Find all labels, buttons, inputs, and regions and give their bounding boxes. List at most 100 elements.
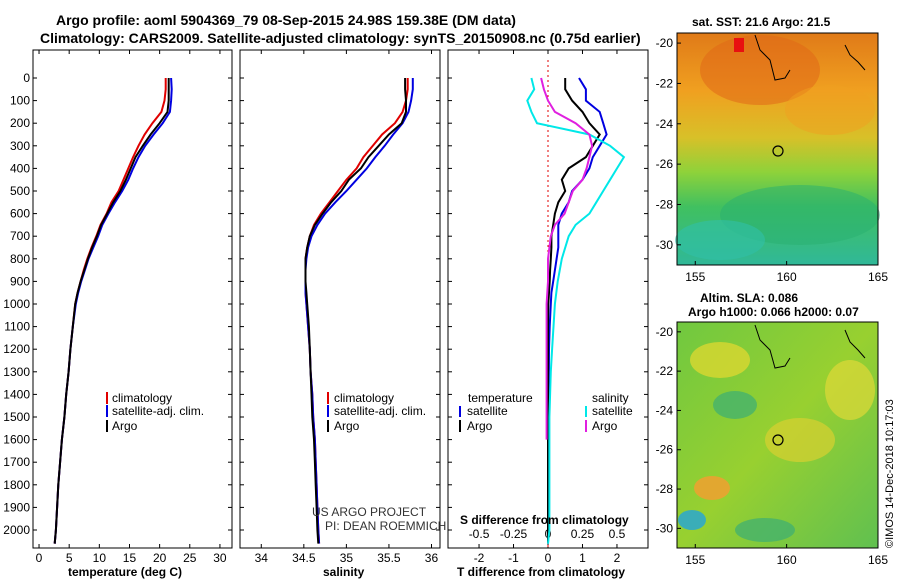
sst-cool-patch bbox=[720, 185, 880, 245]
depth-tick-label: 1200 bbox=[3, 342, 30, 356]
depth-tick-label: 1500 bbox=[3, 410, 30, 424]
map-x-tick-label: 155 bbox=[685, 270, 705, 284]
depth-tick-label: 1600 bbox=[3, 433, 30, 447]
s-diff-tick-label: -0.5 bbox=[469, 527, 490, 541]
legend-label-argo: Argo bbox=[112, 419, 138, 433]
series-line-satellite-adj-clim- bbox=[304, 78, 414, 544]
x-tick-label: 35 bbox=[340, 551, 354, 565]
s-diff-tick-label: 0.25 bbox=[571, 527, 595, 541]
legend-title-temperature: temperature bbox=[468, 391, 533, 405]
temperature-panel-frame bbox=[32, 49, 233, 549]
x-tick-label: 30 bbox=[213, 551, 227, 565]
legend-label-climatology: climatology bbox=[112, 391, 172, 405]
legend-title-salinity: salinity bbox=[592, 391, 629, 405]
x-tick-label: 5 bbox=[66, 551, 73, 565]
x-tick-label: 2 bbox=[614, 551, 621, 565]
sla-peak bbox=[694, 476, 730, 500]
map-x-tick-label: 160 bbox=[777, 270, 797, 284]
coastline bbox=[754, 34, 791, 81]
depth-tick-label: 900 bbox=[10, 274, 30, 288]
x-tick-label: 15 bbox=[123, 551, 137, 565]
series-line-argo bbox=[53, 78, 170, 544]
sla-low-patch bbox=[713, 391, 757, 419]
sla-high-patch bbox=[825, 360, 875, 420]
x-tick-label: 0 bbox=[36, 551, 43, 565]
coastline bbox=[754, 324, 791, 369]
timestamp: ©IMOS 14-Dec-2018 10:17:03 bbox=[884, 399, 896, 548]
plot-title-line1: Argo profile: aoml 5904369_79 08-Sep-201… bbox=[56, 12, 516, 28]
difference-salinity-legend: salinity satellite Argo bbox=[585, 391, 633, 433]
series-line-temperature-satellite bbox=[547, 77, 608, 544]
sst-hot-spot bbox=[734, 38, 744, 52]
map-y-tick-label: -24 bbox=[656, 403, 674, 417]
legend-label-t-satellite: satellite bbox=[467, 404, 508, 418]
series-line-climatology bbox=[304, 78, 409, 544]
map-y-tick-label: -30 bbox=[656, 521, 674, 535]
sst-map[interactable] bbox=[675, 32, 880, 266]
x-tick-label: -2 bbox=[474, 551, 485, 565]
depth-tick-label: 700 bbox=[10, 229, 30, 243]
depth-tick-label: 1700 bbox=[3, 455, 30, 469]
temperature-legend: climatology satellite-adj. clim. Argo bbox=[106, 391, 204, 433]
x-tick-label: 34.5 bbox=[292, 551, 316, 565]
x-tick-label: 0 bbox=[545, 551, 552, 565]
legend-label-s-argo: Argo bbox=[592, 419, 618, 433]
map-y-tick-label: -30 bbox=[656, 238, 674, 252]
coastline bbox=[844, 44, 866, 71]
sla-map[interactable] bbox=[676, 321, 879, 549]
depth-tick-label: 1800 bbox=[3, 478, 30, 492]
series-line-salinity-satellite bbox=[526, 77, 626, 544]
depth-tick-label: 100 bbox=[10, 94, 30, 108]
temperature-axis-label: temperature (deg C) bbox=[68, 565, 182, 579]
depth-tick-label: 1000 bbox=[3, 297, 30, 311]
salinity-legend: climatology satellite-adj. clim. Argo bbox=[327, 391, 426, 433]
map-x-tick-label: 155 bbox=[685, 553, 705, 567]
x-tick-label: 10 bbox=[93, 551, 107, 565]
sla-map-ticks: 155 160 165 -20 -22 -24 -26 -28 -30 bbox=[656, 325, 889, 567]
depth-tick-label: 400 bbox=[10, 161, 30, 175]
credit-line1: US ARGO PROJECT bbox=[312, 505, 427, 519]
map-y-tick-label: -24 bbox=[656, 117, 674, 131]
legend-label-t-argo: Argo bbox=[467, 419, 493, 433]
profile-series bbox=[53, 60, 626, 548]
series-line-satellite-adj-clim- bbox=[53, 77, 173, 544]
depth-tick-label: 800 bbox=[10, 252, 30, 266]
map-y-tick-label: -20 bbox=[656, 325, 674, 339]
map-y-tick-label: -28 bbox=[656, 197, 674, 211]
argo-position-marker bbox=[772, 434, 784, 446]
sla-map-frame bbox=[676, 321, 879, 549]
x-tick-label: 25 bbox=[183, 551, 197, 565]
s-difference-label: S difference from climatology bbox=[460, 513, 629, 527]
series-line-temperature-argo bbox=[547, 78, 601, 544]
sst-map-title: sat. SST: 21.6 Argo: 21.5 bbox=[692, 15, 831, 29]
legend-label-argo: Argo bbox=[334, 419, 360, 433]
x-tick-label: 36 bbox=[425, 551, 439, 565]
depth-tick-label: 500 bbox=[10, 184, 30, 198]
sla-low-patch bbox=[735, 518, 795, 542]
map-x-tick-label: 160 bbox=[777, 553, 797, 567]
x-tick-label: -1 bbox=[508, 551, 519, 565]
sla-map-title-line2: Argo h1000: 0.066 h2000: 0.07 bbox=[688, 305, 859, 319]
series-line-argo bbox=[304, 78, 407, 544]
map-y-tick-label: -22 bbox=[656, 364, 674, 378]
x-tick-label: 20 bbox=[153, 551, 167, 565]
depth-tick-label: 1400 bbox=[3, 387, 30, 401]
difference-temperature-legend: temperature satellite Argo bbox=[459, 391, 533, 433]
sst-map-ticks: 155 160 165 -20 -22 -24 -26 -28 -30 bbox=[656, 36, 889, 284]
series-line-climatology bbox=[53, 78, 167, 544]
coastline bbox=[844, 329, 866, 359]
sst-warm-patch bbox=[785, 85, 875, 135]
legend-label-satellite: satellite-adj. clim. bbox=[112, 404, 204, 418]
depth-tick-label: 2000 bbox=[3, 523, 30, 537]
sla-high-patch bbox=[765, 418, 835, 462]
plot-title-line2: Climatology: CARS2009. Satellite-adjuste… bbox=[40, 30, 641, 46]
depth-tick-label: 600 bbox=[10, 207, 30, 221]
sst-cool-patch bbox=[675, 220, 765, 260]
map-x-tick-label: 165 bbox=[868, 553, 888, 567]
x-tick-label: 35.5 bbox=[377, 551, 401, 565]
depth-tick-label: 200 bbox=[10, 116, 30, 130]
map-y-tick-label: -22 bbox=[656, 76, 674, 90]
map-y-tick-label: -26 bbox=[656, 157, 674, 171]
depth-tick-label: 300 bbox=[10, 139, 30, 153]
x-tick-label: 1 bbox=[579, 551, 586, 565]
